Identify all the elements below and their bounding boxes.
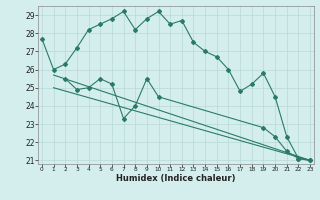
X-axis label: Humidex (Indice chaleur): Humidex (Indice chaleur) — [116, 174, 236, 183]
